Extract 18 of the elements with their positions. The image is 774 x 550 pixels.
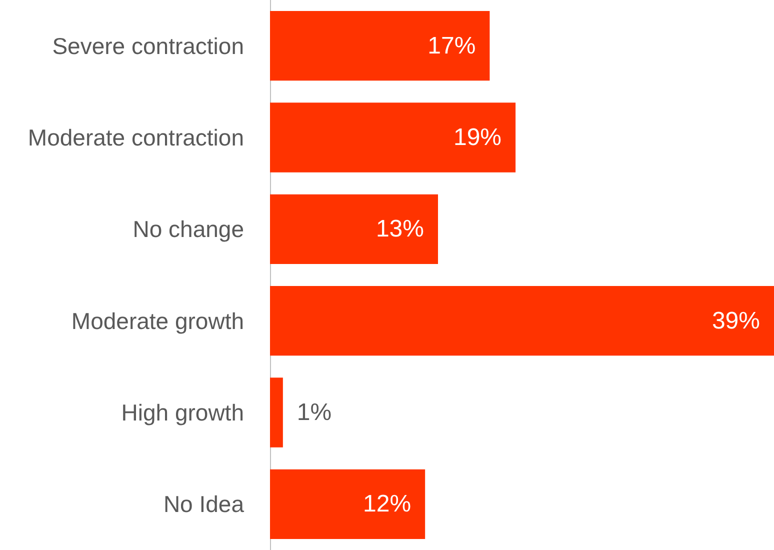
y-tick-label: Severe contraction	[52, 32, 244, 59]
bar	[270, 469, 426, 539]
y-tick-label: High growth	[121, 400, 244, 426]
data-label: 19%	[453, 124, 502, 151]
data-label: 12%	[363, 490, 412, 518]
y-tick-label: Moderate growth	[71, 308, 244, 334]
data-label: 17%	[428, 32, 476, 60]
bar	[270, 378, 283, 448]
data-label: 39%	[712, 307, 760, 334]
bar	[270, 194, 438, 264]
y-tick-label: No change	[132, 216, 244, 242]
bar	[270, 286, 774, 356]
y-tick-label: No Idea	[163, 491, 244, 518]
data-label: 13%	[376, 216, 424, 243]
bar	[270, 11, 490, 81]
bar	[270, 102, 516, 172]
data-label: 1%	[296, 399, 332, 426]
y-tick-label: Moderate contraction	[28, 124, 244, 150]
